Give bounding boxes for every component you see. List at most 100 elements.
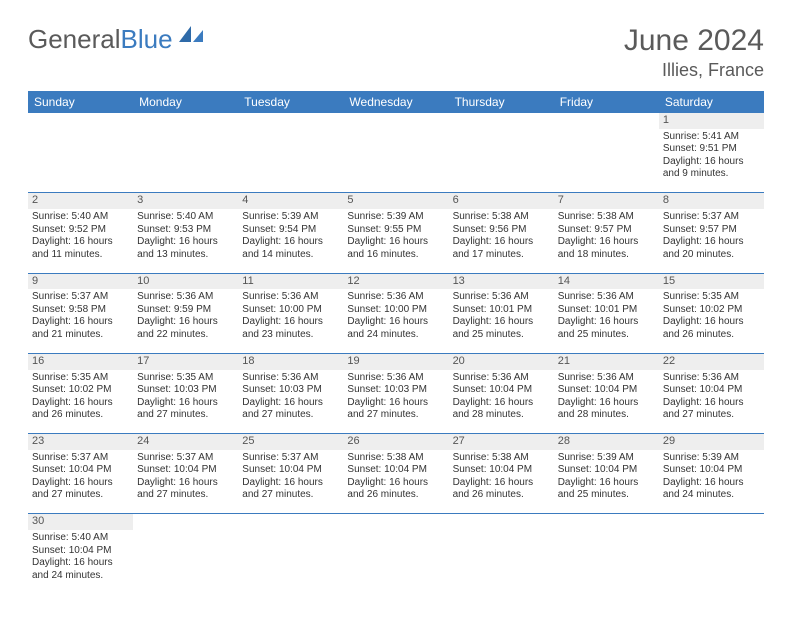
day-sunset: Sunset: 9:57 PM — [558, 224, 655, 237]
day-data-row: Sunrise: 5:40 AMSunset: 10:04 PMDaylight… — [28, 530, 764, 594]
day-day2: and 23 minutes. — [242, 329, 339, 342]
day-cell — [238, 129, 343, 193]
day-number-cell: 18 — [238, 353, 343, 369]
day-day2: and 24 minutes. — [663, 489, 760, 502]
day-number-cell: 29 — [659, 434, 764, 450]
day-number-cell — [449, 113, 554, 129]
day-day2: and 20 minutes. — [663, 249, 760, 262]
daynum-row: 1 — [28, 113, 764, 129]
day-sunset: Sunset: 10:04 PM — [137, 464, 234, 477]
day-day1: Daylight: 16 hours — [453, 236, 550, 249]
logo-text-sub: Blue — [121, 24, 173, 55]
day-day2: and 28 minutes. — [453, 409, 550, 422]
month-title: June 2024 — [624, 24, 764, 58]
day-day1: Daylight: 16 hours — [242, 397, 339, 410]
day-sunrise: Sunrise: 5:38 AM — [453, 452, 550, 465]
day-sunrise: Sunrise: 5:38 AM — [558, 211, 655, 224]
page-header: GeneralBlue June 2024 Illies, France — [28, 24, 764, 81]
day-cell: Sunrise: 5:36 AMSunset: 10:00 PMDaylight… — [343, 289, 448, 353]
day-day2: and 11 minutes. — [32, 249, 129, 262]
day-number-cell: 5 — [343, 193, 448, 209]
day-number-cell: 3 — [133, 193, 238, 209]
day-day1: Daylight: 16 hours — [347, 477, 444, 490]
day-cell — [28, 129, 133, 193]
day-day2: and 22 minutes. — [137, 329, 234, 342]
day-day2: and 27 minutes. — [347, 409, 444, 422]
day-sunset: Sunset: 10:03 PM — [137, 384, 234, 397]
day-sunset: Sunset: 9:58 PM — [32, 304, 129, 317]
location-label: Illies, France — [624, 60, 764, 81]
day-day2: and 9 minutes. — [663, 168, 760, 181]
day-cell: Sunrise: 5:35 AMSunset: 10:02 PMDaylight… — [28, 370, 133, 434]
day-sunset: Sunset: 10:04 PM — [347, 464, 444, 477]
day-cell: Sunrise: 5:39 AMSunset: 9:54 PMDaylight:… — [238, 209, 343, 273]
day-number-cell — [238, 514, 343, 530]
day-day1: Daylight: 16 hours — [453, 397, 550, 410]
day-day2: and 13 minutes. — [137, 249, 234, 262]
day-data-row: Sunrise: 5:35 AMSunset: 10:02 PMDaylight… — [28, 370, 764, 434]
day-cell: Sunrise: 5:37 AMSunset: 9:58 PMDaylight:… — [28, 289, 133, 353]
day-cell — [449, 530, 554, 594]
daynum-row: 9101112131415 — [28, 273, 764, 289]
day-sunset: Sunset: 9:57 PM — [663, 224, 760, 237]
day-cell — [238, 530, 343, 594]
weekday-header: Thursday — [449, 91, 554, 113]
day-cell — [449, 129, 554, 193]
day-cell: Sunrise: 5:37 AMSunset: 10:04 PMDaylight… — [238, 450, 343, 514]
day-cell: Sunrise: 5:36 AMSunset: 10:03 PMDaylight… — [238, 370, 343, 434]
day-cell: Sunrise: 5:36 AMSunset: 10:00 PMDaylight… — [238, 289, 343, 353]
day-sunset: Sunset: 10:04 PM — [558, 464, 655, 477]
day-sunset: Sunset: 10:04 PM — [663, 384, 760, 397]
day-sunset: Sunset: 9:56 PM — [453, 224, 550, 237]
day-cell: Sunrise: 5:36 AMSunset: 9:59 PMDaylight:… — [133, 289, 238, 353]
day-day1: Daylight: 16 hours — [137, 316, 234, 329]
day-day1: Daylight: 16 hours — [347, 236, 444, 249]
day-day1: Daylight: 16 hours — [242, 236, 339, 249]
day-day2: and 17 minutes. — [453, 249, 550, 262]
day-sunrise: Sunrise: 5:41 AM — [663, 131, 760, 144]
day-data-row: Sunrise: 5:40 AMSunset: 9:52 PMDaylight:… — [28, 209, 764, 273]
day-day1: Daylight: 16 hours — [347, 397, 444, 410]
day-cell: Sunrise: 5:39 AMSunset: 10:04 PMDaylight… — [659, 450, 764, 514]
logo-sail-icon — [177, 24, 205, 44]
day-number-cell — [659, 514, 764, 530]
day-day1: Daylight: 16 hours — [663, 397, 760, 410]
day-number-cell: 21 — [554, 353, 659, 369]
day-day2: and 27 minutes. — [663, 409, 760, 422]
day-day2: and 26 minutes. — [347, 489, 444, 502]
day-number-cell: 30 — [28, 514, 133, 530]
day-day2: and 27 minutes. — [137, 409, 234, 422]
day-day1: Daylight: 16 hours — [32, 477, 129, 490]
day-number-cell: 20 — [449, 353, 554, 369]
day-sunset: Sunset: 10:03 PM — [347, 384, 444, 397]
day-day2: and 25 minutes. — [453, 329, 550, 342]
day-cell: Sunrise: 5:36 AMSunset: 10:04 PMDaylight… — [554, 370, 659, 434]
day-cell — [554, 530, 659, 594]
day-number-cell: 16 — [28, 353, 133, 369]
day-sunrise: Sunrise: 5:39 AM — [663, 452, 760, 465]
day-cell: Sunrise: 5:36 AMSunset: 10:04 PMDaylight… — [659, 370, 764, 434]
daynum-row: 23242526272829 — [28, 434, 764, 450]
day-cell — [343, 530, 448, 594]
day-number-cell: 23 — [28, 434, 133, 450]
day-cell: Sunrise: 5:38 AMSunset: 9:57 PMDaylight:… — [554, 209, 659, 273]
day-cell: Sunrise: 5:36 AMSunset: 10:03 PMDaylight… — [343, 370, 448, 434]
day-day2: and 28 minutes. — [558, 409, 655, 422]
day-number-cell: 19 — [343, 353, 448, 369]
day-cell: Sunrise: 5:41 AMSunset: 9:51 PMDaylight:… — [659, 129, 764, 193]
day-day1: Daylight: 16 hours — [347, 316, 444, 329]
day-cell — [133, 530, 238, 594]
day-cell: Sunrise: 5:36 AMSunset: 10:01 PMDaylight… — [554, 289, 659, 353]
day-day1: Daylight: 16 hours — [242, 316, 339, 329]
day-day1: Daylight: 16 hours — [558, 316, 655, 329]
calendar-page: GeneralBlue June 2024 Illies, France Sun… — [0, 0, 792, 618]
day-number-cell — [554, 514, 659, 530]
day-day1: Daylight: 16 hours — [558, 236, 655, 249]
day-number-cell — [449, 514, 554, 530]
day-cell: Sunrise: 5:36 AMSunset: 10:04 PMDaylight… — [449, 370, 554, 434]
day-day2: and 25 minutes. — [558, 489, 655, 502]
day-number-cell: 15 — [659, 273, 764, 289]
day-day1: Daylight: 16 hours — [137, 397, 234, 410]
day-day1: Daylight: 16 hours — [242, 477, 339, 490]
day-number-cell: 24 — [133, 434, 238, 450]
